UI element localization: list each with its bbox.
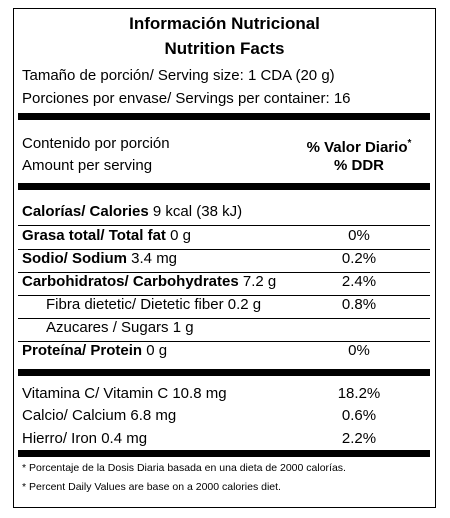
vitamin-row: Vitamina C/ Vitamin C 10.8 mg (22, 385, 227, 403)
footnote: * Porcentaje de la Dosis Diaria basada e… (22, 462, 346, 474)
nutrient-label: Sodio/ Sodium (22, 250, 127, 267)
thin-rule (18, 318, 430, 319)
nutrient-dv: 0.8% (341, 296, 377, 313)
vitamin-amount: 6.8 mg (130, 407, 177, 424)
nutrient-dv: 0% (348, 227, 370, 244)
vitamin-row: Calcio/ Calcium 6.8 mg (22, 407, 176, 425)
thick-rule (18, 369, 430, 376)
nutrient-row: Fibra dietetic/ Dietetic fiber 0.2 g (46, 296, 261, 314)
nutrient-row: Azucares / Sugars 1 g (46, 319, 194, 337)
nutrient-dv: 0% (348, 342, 370, 359)
title-en: Nutrition Facts (164, 39, 285, 58)
nutrient-label: Fibra dietetic/ Dietetic fiber (46, 296, 224, 313)
vitamin-label: Calcio/ Calcium (22, 407, 127, 424)
vitamin-label: Hierro/ Iron (22, 430, 98, 447)
thick-rule (18, 113, 430, 120)
nutrient-dv: 0.2% (341, 250, 377, 267)
thin-rule (18, 295, 430, 296)
vitamin-label: Vitamina C/ Vitamin C (22, 385, 169, 402)
vitamin-dv: 18.2% (337, 385, 381, 402)
thick-rule (18, 450, 430, 457)
label-box: Información Nutricional Nutrition Facts … (13, 8, 436, 508)
nutrient-row: Carbohidratos/ Carbohydrates 7.2 g (22, 273, 276, 291)
dv-en: % DDR (333, 157, 384, 174)
nutrient-amount: 0 g (170, 227, 191, 244)
vitamin-row: Hierro/ Iron 0.4 mg (22, 430, 147, 448)
nutrient-amount: 0 g (146, 342, 168, 359)
servings-per-container: Porciones por envase/ Servings per conta… (22, 90, 351, 107)
thin-rule (18, 272, 430, 273)
dv-mark: * (407, 138, 412, 149)
vitamin-dv: 2.2% (341, 430, 377, 447)
nutrient-label: Azucares / Sugars (46, 319, 169, 336)
nutrient-label: Proteína/ Protein (22, 342, 143, 359)
nutrient-dv: 2.4% (341, 273, 377, 290)
nutrient-row: Grasa total/ Total fat 0 g (22, 227, 191, 245)
thick-rule (18, 183, 430, 190)
nutrient-label: Carbohidratos/ Carbohydrates (22, 273, 239, 290)
thin-rule (18, 341, 430, 342)
dv-es-text: % Valor Diario (306, 139, 408, 156)
vitamin-dv: 0.6% (341, 407, 377, 424)
nutrient-row: Proteína/ Protein 0 g (22, 342, 167, 360)
nutrient-label: Calorías/ Calories (22, 203, 149, 220)
nutrient-amount: 1 g (172, 319, 194, 336)
dv-es: % Valor Diario* (304, 135, 414, 157)
serving-size: Tamaño de porción/ Serving size: 1 CDA (… (22, 67, 335, 84)
nutrient-amount: 0.2 g (227, 296, 262, 313)
nutrient-amount: 7.2 g (242, 273, 277, 290)
footnote: * Percent Daily Values are base on a 200… (22, 481, 281, 493)
thin-rule (18, 249, 430, 250)
nutrient-row: Calorías/ Calories 9 kcal (38 kJ) (22, 203, 242, 221)
vitamin-amount: 0.4 mg (101, 430, 148, 447)
amount-es: Contenido por porción (22, 135, 170, 152)
title-es: Información Nutricional (129, 14, 320, 33)
nutrient-label: Grasa total/ Total fat (22, 227, 166, 244)
nutrient-amount: 3.4 mg (131, 250, 178, 267)
nutrient-amount: 9 kcal (38 kJ) (152, 203, 243, 220)
thin-rule (18, 225, 430, 226)
vitamin-amount: 10.8 mg (172, 385, 227, 402)
nutrient-row: Sodio/ Sodium 3.4 mg (22, 250, 177, 268)
amount-en: Amount per serving (22, 157, 153, 174)
